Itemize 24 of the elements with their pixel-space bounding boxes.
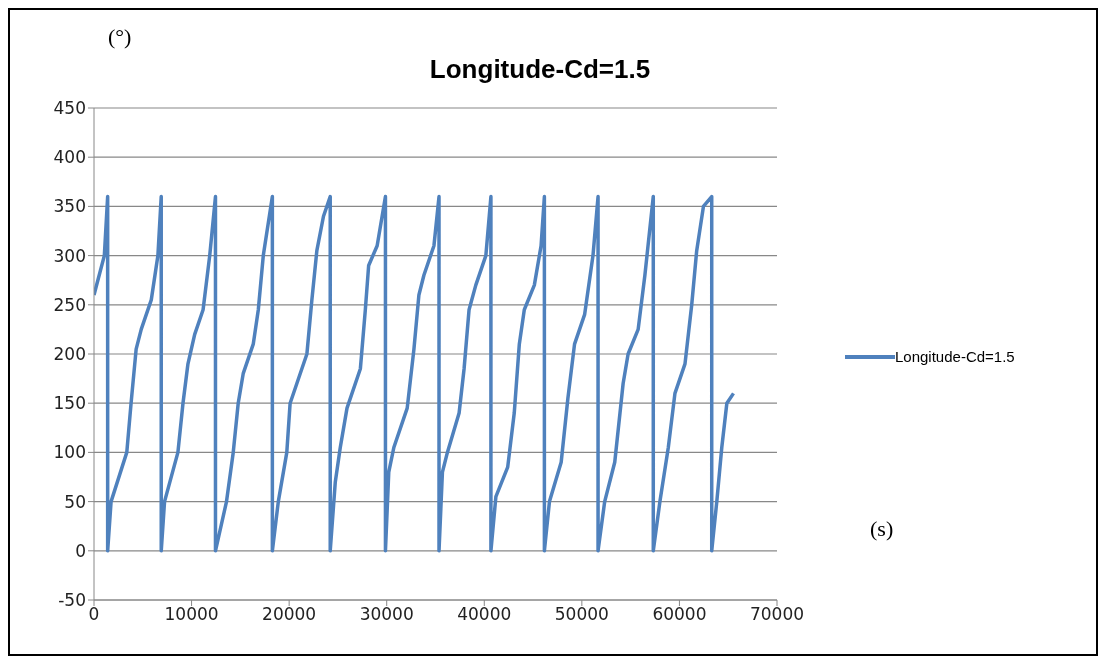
y-tick-label: 0 — [75, 540, 86, 561]
legend-label: Longitude-Cd=1.5 — [895, 348, 1015, 365]
y-tick-label: 50 — [64, 491, 86, 512]
line-series — [94, 194, 736, 553]
x-tick-label: 30000 — [359, 604, 414, 625]
y-tick-label: 450 — [53, 98, 86, 119]
x-tick-label: 0 — [88, 604, 100, 625]
y-tick-label: 100 — [53, 442, 86, 463]
chart-title: Longitude-Cd=1.5 — [428, 54, 652, 85]
y-tick-label: 400 — [53, 147, 86, 168]
x-tick-label: 70000 — [749, 604, 805, 625]
y-tick-label: 350 — [53, 196, 86, 217]
y-tick-label: -50 — [58, 590, 86, 611]
x-axis-title: (s) — [870, 516, 894, 542]
x-tick-label: 60000 — [652, 604, 707, 625]
y-tick-label: 250 — [53, 294, 86, 315]
y-axis-title: (°) — [108, 24, 132, 50]
y-tick-label: 200 — [53, 344, 86, 365]
x-tick-label: 20000 — [262, 604, 317, 625]
y-tick-label: 150 — [53, 393, 86, 414]
x-tick-label: 10000 — [164, 604, 219, 625]
y-tick-label: 300 — [53, 245, 86, 266]
x-tick-label: 50000 — [554, 604, 609, 625]
x-tick-label: 40000 — [457, 604, 512, 625]
